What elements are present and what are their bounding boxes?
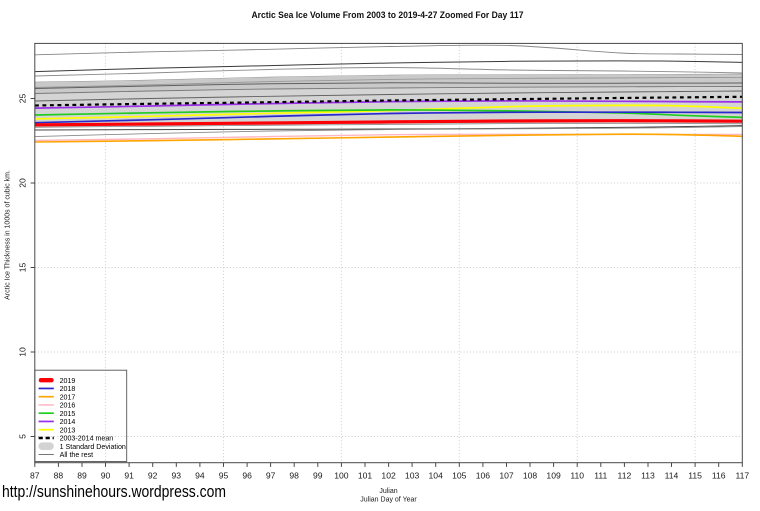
svg-text:96: 96 (242, 471, 252, 481)
svg-text:115: 115 (688, 471, 702, 481)
svg-text:103: 103 (405, 471, 420, 481)
svg-text:98: 98 (289, 471, 299, 481)
svg-text:94: 94 (195, 471, 205, 481)
svg-text:102: 102 (381, 471, 396, 481)
svg-text:100: 100 (334, 471, 349, 481)
svg-text:92: 92 (148, 471, 158, 481)
svg-text:2019: 2019 (60, 377, 76, 385)
svg-text:Julian: Julian (379, 488, 397, 495)
svg-text:2013: 2013 (60, 426, 76, 434)
svg-text:25: 25 (18, 94, 28, 104)
svg-text:http://sunshinehours.wordpress: http://sunshinehours.wordpress.com (2, 483, 226, 501)
svg-text:113: 113 (641, 471, 655, 481)
svg-text:116: 116 (712, 471, 726, 481)
svg-text:93: 93 (172, 471, 182, 481)
svg-text:Arctic Ice Thickness in 1000s: Arctic Ice Thickness in 1000s of cubic k… (5, 170, 12, 300)
svg-text:106: 106 (476, 471, 491, 481)
svg-text:105: 105 (452, 471, 467, 481)
svg-text:Arctic Sea Ice Volume From 200: Arctic Sea Ice Volume From 2003 to 2019-… (252, 10, 524, 20)
svg-text:108: 108 (523, 471, 538, 481)
svg-text:95: 95 (219, 471, 229, 481)
svg-text:89: 89 (77, 471, 87, 481)
svg-text:Julian Day of Year: Julian Day of Year (360, 497, 417, 504)
svg-text:99: 99 (313, 471, 323, 481)
svg-text:91: 91 (124, 471, 134, 481)
svg-text:110: 110 (570, 471, 584, 481)
svg-text:90: 90 (101, 471, 111, 481)
svg-text:2003-2014 mean: 2003-2014 mean (60, 435, 114, 443)
svg-text:5: 5 (18, 434, 28, 439)
svg-text:101: 101 (358, 471, 373, 481)
svg-text:87: 87 (30, 471, 40, 481)
svg-text:1 Standard Deviation: 1 Standard Deviation (60, 443, 126, 451)
svg-text:111: 111 (594, 471, 607, 481)
svg-text:2017: 2017 (60, 393, 76, 401)
svg-text:117: 117 (735, 471, 749, 481)
svg-text:109: 109 (546, 471, 561, 481)
svg-text:88: 88 (54, 471, 64, 481)
svg-text:2015: 2015 (60, 410, 76, 418)
svg-text:104: 104 (429, 471, 444, 481)
svg-text:107: 107 (499, 471, 514, 481)
svg-text:2018: 2018 (60, 385, 76, 393)
svg-text:97: 97 (266, 471, 276, 481)
svg-text:20: 20 (18, 178, 28, 188)
svg-text:2016: 2016 (60, 402, 76, 410)
svg-text:All the rest: All the rest (60, 451, 94, 459)
svg-text:114: 114 (665, 471, 679, 481)
svg-text:2014: 2014 (60, 418, 76, 426)
svg-text:15: 15 (18, 263, 28, 273)
svg-text:112: 112 (618, 471, 632, 481)
svg-text:10: 10 (18, 347, 28, 357)
